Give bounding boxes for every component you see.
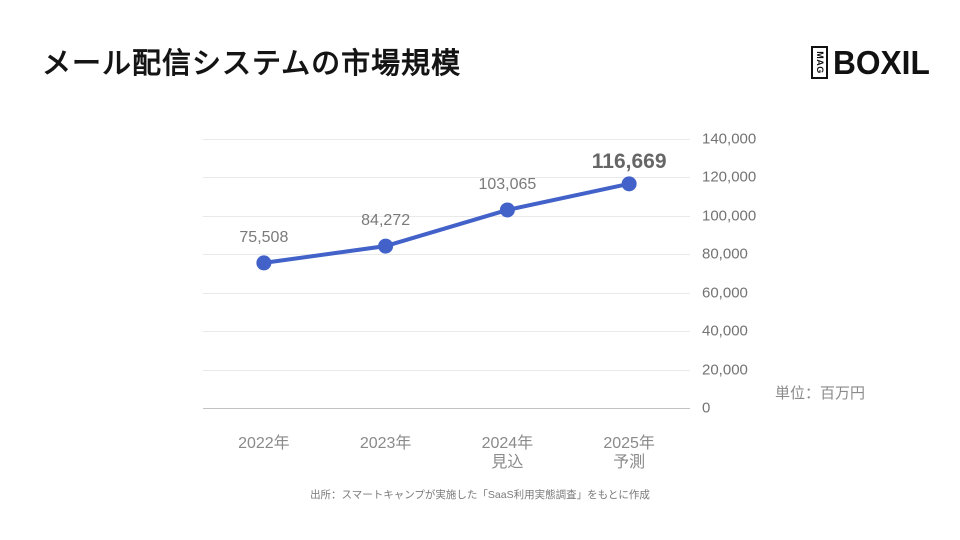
data-point-value-label: 116,669 [591,149,667,173]
gridline [203,177,690,179]
y-axis-tick-label: 140,000 [702,130,757,148]
mag-badge-icon: MAG [811,46,829,79]
data-point-value-label: 84,272 [361,212,411,230]
y-axis-tick-label: 60,000 [702,284,748,302]
x-axis-category-label: 2023年 [359,435,412,452]
boxil-mag-logo: MAG BOXIL [811,46,934,79]
y-axis-tick-label: 40,000 [702,322,748,340]
gridline [203,331,690,333]
unit-label: 単位：百万円 [775,385,866,402]
gridline [203,139,690,140]
y-axis-tick-label: 80,000 [702,245,748,263]
data-point-value-label: 75,508 [239,228,289,246]
y-axis-tick-label: 0 [702,399,711,417]
x-axis-category-label: 2025年 予測 [603,435,655,471]
brand-logo-text: BOXIL [833,44,930,81]
y-axis-tick-label: 20,000 [702,361,748,379]
page-title: メール配信システムの市場規模 [42,48,462,80]
y-axis-tick-label: 100,000 [702,207,757,225]
gridline [203,215,690,217]
source-note: 出所：スマートキャンプが実施した「SaaS利用実態調査」をもとに作成 [310,489,650,501]
data-point-marker [621,176,637,192]
gridline [203,408,690,409]
x-axis-category-label: 2022年 [238,435,290,452]
data-point-marker [378,238,394,254]
data-point-marker [256,255,272,271]
gridline [203,369,690,371]
gridline [203,254,690,256]
x-axis-category-label: 2024年 見込 [481,435,534,471]
data-point-value-label: 103,065 [478,175,537,193]
y-axis-tick-label: 120,000 [702,168,757,186]
gridline [203,292,690,294]
series-line [261,181,632,265]
